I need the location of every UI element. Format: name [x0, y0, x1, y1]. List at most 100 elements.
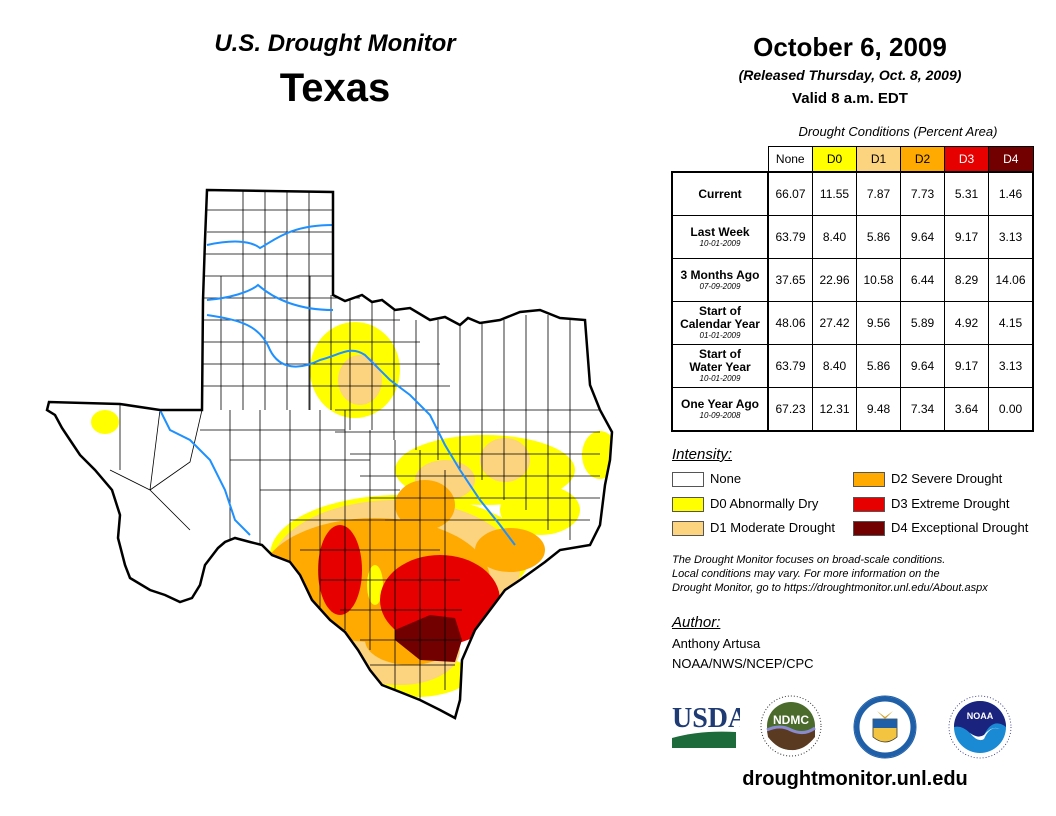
cell: 6.44	[900, 258, 945, 302]
cell: 9.56	[856, 301, 901, 345]
row-header: Start of Calendar Year 01-01-2009	[671, 301, 769, 345]
cell: 4.15	[988, 301, 1034, 345]
row-date: 01-01-2009	[699, 331, 741, 340]
cell: 8.40	[812, 344, 857, 388]
ndmc-logo: NDMC	[760, 695, 822, 757]
legend-title: Intensity:	[672, 446, 733, 463]
row-header: Start of Water Year 10-01-2009	[671, 344, 769, 388]
row-label: Water Year	[689, 360, 751, 374]
cell: 4.92	[944, 301, 989, 345]
col-d4: D4	[988, 146, 1034, 173]
cell: 11.55	[812, 171, 857, 216]
cell: 63.79	[767, 344, 813, 388]
legend-label: D2 Severe Drought	[891, 471, 1003, 486]
legend-swatch	[853, 521, 885, 537]
cell: 14.06	[988, 258, 1034, 302]
commerce-seal-logo	[853, 695, 917, 759]
legend-item-d3: D3 Extreme Drought	[853, 495, 1010, 513]
legend-item-d2: D2 Severe Drought	[853, 470, 1002, 488]
cell: 7.34	[900, 387, 945, 432]
row-label: One Year Ago	[680, 396, 760, 411]
row-header: 3 Months Ago 07-09-2009	[671, 258, 769, 302]
rio-grande-upper	[159, 409, 251, 536]
svg-text:NDMC: NDMC	[773, 713, 809, 727]
cell: 1.46	[988, 171, 1034, 216]
cell: 5.89	[900, 301, 945, 345]
cell: 66.07	[767, 171, 813, 216]
release-date: (Released Thursday, Oct. 8, 2009)	[738, 67, 962, 83]
valid-time: Valid 8 a.m. EDT	[792, 90, 908, 107]
cell: 8.29	[944, 258, 989, 302]
monitor-title: U.S. Drought Monitor	[214, 30, 456, 57]
cell: 3.64	[944, 387, 989, 432]
legend-label: D1 Moderate Drought	[710, 520, 836, 535]
legend-item-none: None	[672, 470, 741, 488]
usda-logo: USDA	[671, 703, 740, 748]
row-label: 3 Months Ago	[680, 267, 760, 282]
cell: 3.13	[988, 344, 1034, 388]
cell: 7.73	[900, 171, 945, 216]
table-row: One Year Ago 10-09-2008 67.23 12.31 9.48 …	[671, 387, 1034, 432]
legend-swatch	[672, 521, 704, 537]
region-title: Texas	[279, 66, 391, 110]
cell: 8.40	[812, 215, 857, 259]
svg-text:NOAA: NOAA	[967, 711, 994, 721]
row-date: 10-01-2009	[699, 374, 741, 383]
disclaimer-note: The Drought Monitor focuses on broad-sca…	[672, 553, 1042, 595]
row-date: 07-09-2009	[699, 281, 741, 291]
brazos-river	[206, 314, 516, 546]
legend-label: None	[710, 471, 742, 486]
legend-swatch	[672, 472, 704, 488]
canadian-river	[206, 224, 334, 250]
table-row: Start of Water Year 10-01-2009 63.79 8.40 …	[671, 344, 1034, 388]
header-blank	[672, 147, 768, 173]
drought-conditions-table: None D0 D1 D2 D3 D4 Current 66.07 11.55 …	[671, 146, 1034, 432]
legend-item-d1: D1 Moderate Drought	[672, 519, 835, 537]
cell: 67.23	[767, 387, 813, 432]
table-row: Last Week 10-01-2009 63.79 8.40 5.86 9.64…	[671, 215, 1034, 259]
legend-label: D4 Exceptional Drought	[891, 520, 1029, 535]
cell: 5.86	[856, 215, 901, 259]
website-link[interactable]: droughtmonitor.unl.edu	[742, 768, 968, 790]
row-date: 10-01-2009	[699, 238, 741, 248]
noaa-logo: NOAA	[948, 695, 1012, 759]
col-none: None	[767, 146, 813, 173]
cell: 9.64	[900, 344, 945, 388]
cell: 48.06	[767, 301, 813, 345]
svg-text:USDA: USDA	[672, 703, 740, 734]
col-d2: D2	[900, 146, 945, 173]
rivers	[159, 224, 516, 546]
col-d3: D3	[944, 146, 989, 173]
row-label: Last Week	[690, 224, 750, 239]
texas-drought-map	[45, 188, 614, 720]
table-row: Current 66.07 11.55 7.87 7.73 5.31 1.46	[671, 171, 1034, 216]
legend-swatch	[853, 472, 885, 488]
row-header: One Year Ago 10-09-2008	[671, 387, 769, 432]
cell: 37.65	[767, 258, 813, 302]
legend-swatch	[672, 497, 704, 513]
note-line: Local conditions may vary. For more info…	[672, 568, 940, 580]
legend-item-d0: D0 Abnormally Dry	[672, 495, 818, 513]
cell: 9.17	[944, 344, 989, 388]
map-date: October 6, 2009	[753, 32, 947, 62]
cell: 9.64	[900, 215, 945, 259]
legend-swatch	[853, 497, 885, 513]
col-d1: D1	[856, 146, 901, 173]
author-title: Author:	[672, 614, 721, 631]
cell: 12.31	[812, 387, 857, 432]
table-title: Drought Conditions (Percent Area)	[798, 124, 998, 139]
row-label: Current	[698, 186, 742, 201]
cell: 9.17	[944, 215, 989, 259]
row-date: 10-09-2008	[699, 410, 741, 420]
d3-areas	[318, 525, 500, 645]
row-label-line1: Start of	[699, 304, 741, 318]
d0-inner	[367, 565, 383, 605]
legend-item-d4: D4 Exceptional Drought	[853, 519, 1028, 537]
cell: 9.48	[856, 387, 901, 432]
cell: 3.13	[988, 215, 1034, 259]
note-line: Drought Monitor, go to https://droughtmo…	[672, 582, 988, 594]
cell: 27.42	[812, 301, 857, 345]
cell: 5.31	[944, 171, 989, 216]
author-org: NOAA/NWS/NCEP/CPC	[672, 656, 814, 671]
prairie-dog-river	[206, 283, 334, 311]
